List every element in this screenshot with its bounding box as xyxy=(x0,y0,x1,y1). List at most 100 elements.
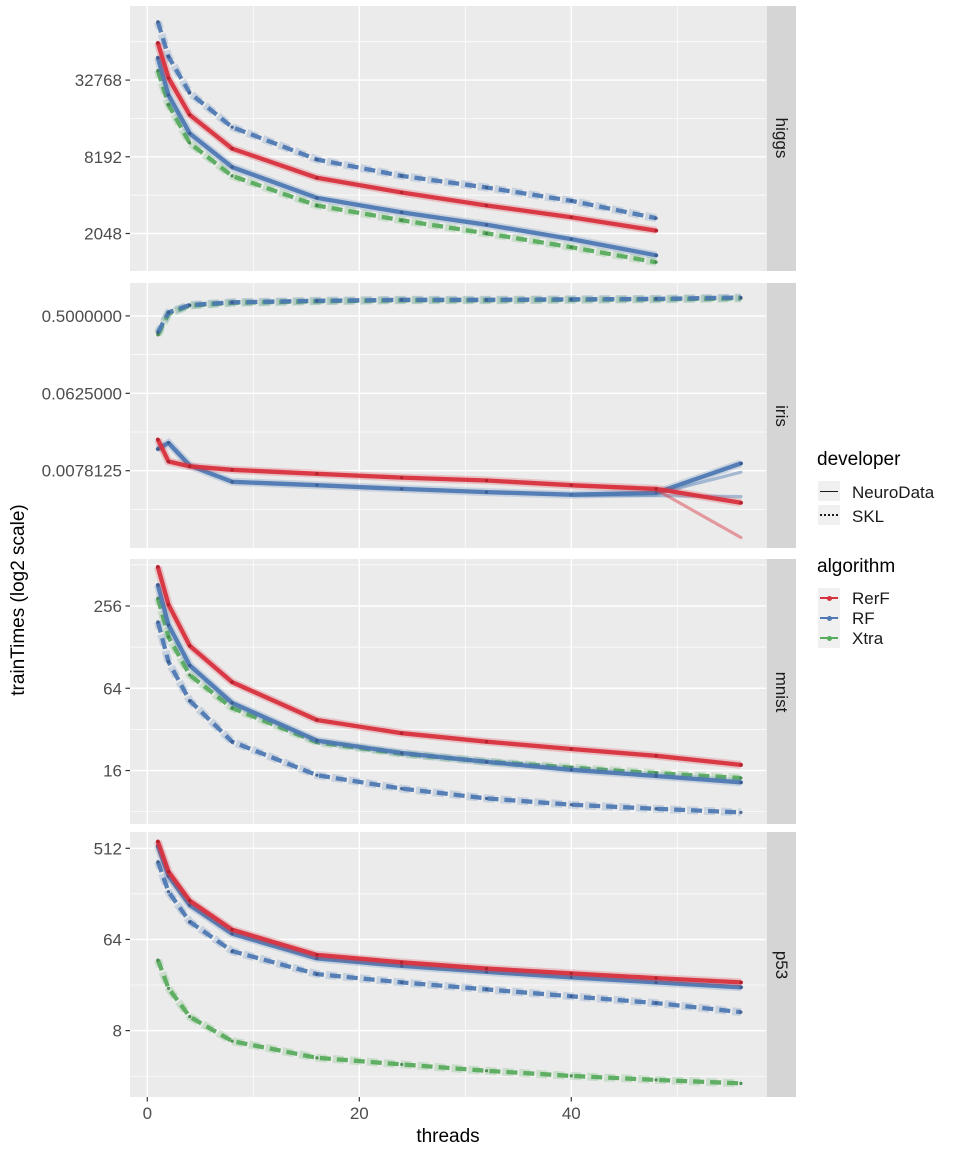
data-point xyxy=(400,174,404,178)
dashed-line-key-icon xyxy=(820,514,838,516)
data-point xyxy=(315,483,319,487)
data-point xyxy=(230,125,234,129)
data-point xyxy=(569,297,573,301)
data-point xyxy=(400,210,404,214)
data-point xyxy=(230,1039,234,1043)
legend-label-rf: RF xyxy=(852,609,875,628)
data-point xyxy=(484,760,489,764)
y-tick-label: 32768 xyxy=(75,71,122,90)
data-point xyxy=(484,490,489,494)
data-point xyxy=(230,740,234,744)
legend-label-skl: SKL xyxy=(852,507,885,526)
line-mnist-SKL-Xtra xyxy=(155,597,742,781)
data-point xyxy=(484,231,489,236)
line-p53-NeuroData-RF xyxy=(155,843,744,990)
data-point xyxy=(654,1078,658,1082)
legend-label-neurodata: NeuroData xyxy=(852,483,935,502)
legend-label-rerf: RerF xyxy=(852,589,890,608)
data-point xyxy=(230,300,234,304)
facet-iris: 0.5000000 0.0625000 0.0078125 xyxy=(42,283,796,548)
data-point xyxy=(569,975,573,979)
data-point xyxy=(484,796,489,801)
data-point xyxy=(166,660,171,664)
y-tick-label: 512 xyxy=(94,839,122,858)
data-point xyxy=(156,438,160,442)
y-tick-label: 2048 xyxy=(84,225,122,244)
gridlines-higgs xyxy=(130,6,766,271)
xtra-point-icon xyxy=(826,635,832,641)
solid-line-key-icon xyxy=(820,490,838,492)
data-point xyxy=(188,464,192,468)
data-point xyxy=(739,810,743,815)
data-point xyxy=(156,56,160,60)
data-point xyxy=(484,203,489,208)
data-point xyxy=(739,780,743,785)
data-point xyxy=(569,215,573,219)
x-tick-label: 0 xyxy=(143,1104,152,1123)
data-point xyxy=(166,76,171,80)
line-iris-SKL-RF xyxy=(154,293,741,335)
data-point xyxy=(315,176,319,180)
facet-higgs: 32768 8192 2048 xyxy=(75,6,796,271)
x-axis: 0 20 40 xyxy=(143,1097,581,1123)
facet-strip-label-higgs: higgs xyxy=(772,117,791,159)
y-tick-label: 0.0625000 xyxy=(42,384,122,403)
data-point xyxy=(569,493,573,497)
line-p53-SKL-RF xyxy=(154,860,742,1017)
legend-label-xtra: Xtra xyxy=(852,629,884,648)
data-point xyxy=(315,1056,319,1060)
data-point xyxy=(484,1069,489,1073)
panel-mnist xyxy=(130,559,766,824)
data-point xyxy=(569,1074,573,1078)
facet-strip-mnist xyxy=(766,559,796,824)
legend-key-neurodata xyxy=(818,481,840,501)
data-point xyxy=(400,298,404,302)
data-point xyxy=(315,773,319,777)
data-point xyxy=(569,803,573,807)
data-point xyxy=(739,1081,743,1086)
data-point xyxy=(484,185,489,190)
data-point xyxy=(315,196,319,200)
facet-strip-p53 xyxy=(766,832,796,1097)
facet-strip-label-p53: p53 xyxy=(772,950,791,980)
data-point xyxy=(188,673,192,677)
line-iris-SKL-RF xyxy=(155,295,741,334)
data-point xyxy=(400,731,404,735)
rf-line-key-icon xyxy=(820,615,838,621)
data-point xyxy=(166,310,171,314)
rerf-line-key-icon xyxy=(820,595,838,601)
data-point xyxy=(166,459,171,464)
data-point xyxy=(569,747,573,751)
data-point xyxy=(315,157,319,162)
data-point xyxy=(739,295,743,300)
data-point xyxy=(739,980,743,985)
data-point xyxy=(156,596,160,600)
data-point xyxy=(569,971,573,975)
data-point xyxy=(188,920,192,924)
data-point xyxy=(654,774,658,778)
data-point xyxy=(166,986,171,990)
data-point xyxy=(156,840,160,844)
x-tick-label: 40 xyxy=(562,1104,581,1123)
y-tick-label: 256 xyxy=(94,597,122,616)
data-point xyxy=(188,663,192,668)
y-tick-label: 8 xyxy=(113,1022,122,1041)
data-point xyxy=(156,447,160,451)
data-point xyxy=(230,165,234,169)
data-point xyxy=(654,976,658,980)
data-point xyxy=(230,480,234,484)
panel-iris xyxy=(130,283,766,548)
y-axis-title: trainTimes (log2 scale) xyxy=(8,504,29,696)
data-point xyxy=(654,491,658,495)
legend-key-rerf xyxy=(818,588,840,608)
data-point xyxy=(156,565,160,569)
facet-strip-label-iris: iris xyxy=(772,405,791,427)
data-point xyxy=(315,472,319,476)
rf-point-icon xyxy=(826,615,832,621)
data-point xyxy=(315,972,319,976)
data-point xyxy=(156,41,160,45)
line-p53-NeuroData-RerF xyxy=(155,839,744,985)
data-point xyxy=(230,680,234,684)
line-iris-NeuroData-RF xyxy=(569,470,743,497)
